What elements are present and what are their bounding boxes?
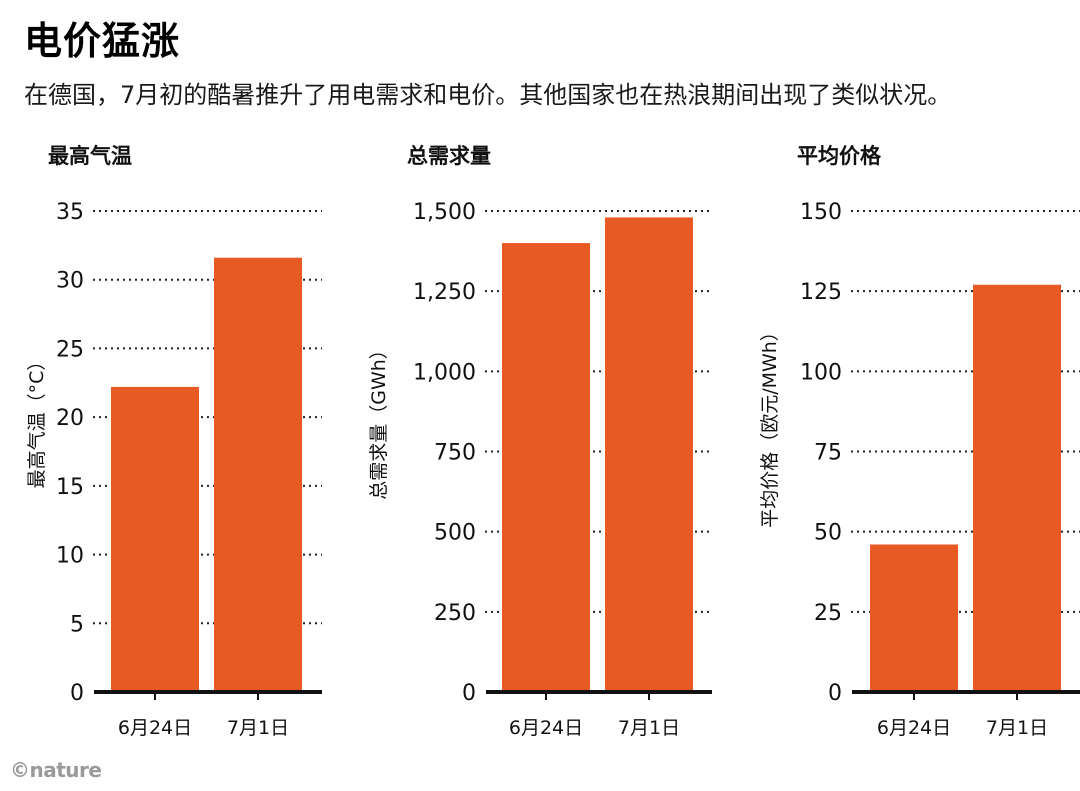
y-tick-label: 750: [434, 441, 476, 466]
y-axis-title: 总需求量（GWh）: [368, 340, 390, 500]
bar-1: [870, 544, 958, 692]
bar-2: [973, 284, 1061, 692]
y-tick-label: 75: [814, 441, 842, 466]
y-tick-label: 1,000: [413, 360, 476, 385]
x-category-label: 7月1日: [618, 717, 680, 739]
panel-title: 总需求量: [407, 144, 491, 168]
y-tick-label: 0: [70, 681, 84, 706]
x-category-label: 6月24日: [509, 717, 583, 739]
y-tick-label: 25: [56, 337, 84, 362]
y-tick-label: 25: [814, 601, 842, 626]
y-tick-label: 30: [56, 269, 84, 294]
x-category-label: 6月24日: [118, 717, 192, 739]
bar-1: [111, 386, 199, 692]
x-category-label: 7月1日: [986, 717, 1048, 739]
y-tick-label: 5: [70, 612, 84, 637]
y-tick-label: 0: [828, 681, 842, 706]
nature-credit: ©nature: [10, 758, 102, 782]
y-axis-title: 平均价格（欧元/MWh）: [759, 322, 781, 528]
y-tick-label: 100: [800, 360, 842, 385]
x-category-label: 6月24日: [877, 717, 951, 739]
chart-title: 电价猛涨: [24, 19, 181, 63]
y-axis-title: 最高气温（°C）: [26, 352, 48, 489]
y-tick-label: 20: [56, 406, 84, 431]
y-tick-label: 150: [800, 200, 842, 225]
y-tick-label: 10: [56, 544, 84, 569]
y-tick-label: 1,500: [413, 200, 476, 225]
y-tick-label: 125: [800, 280, 842, 305]
y-tick-label: 250: [434, 601, 476, 626]
bar-1: [502, 243, 590, 693]
y-tick-label: 500: [434, 521, 476, 546]
y-tick-label: 0: [462, 681, 476, 706]
panel-title: 最高气温: [48, 144, 132, 168]
bar-2: [605, 217, 693, 692]
chart-subtitle: 在德国，7月初的酷暑推升了用电需求和电价。其他国家也在热浪期间出现了类似状况。: [24, 81, 952, 109]
bar-2: [214, 257, 302, 692]
y-tick-label: 15: [56, 475, 84, 500]
panel-title: 平均价格: [797, 144, 882, 168]
y-tick-label: 50: [814, 521, 842, 546]
y-tick-label: 35: [56, 200, 84, 225]
y-tick-label: 1,250: [413, 280, 476, 305]
x-category-label: 7月1日: [227, 717, 289, 739]
